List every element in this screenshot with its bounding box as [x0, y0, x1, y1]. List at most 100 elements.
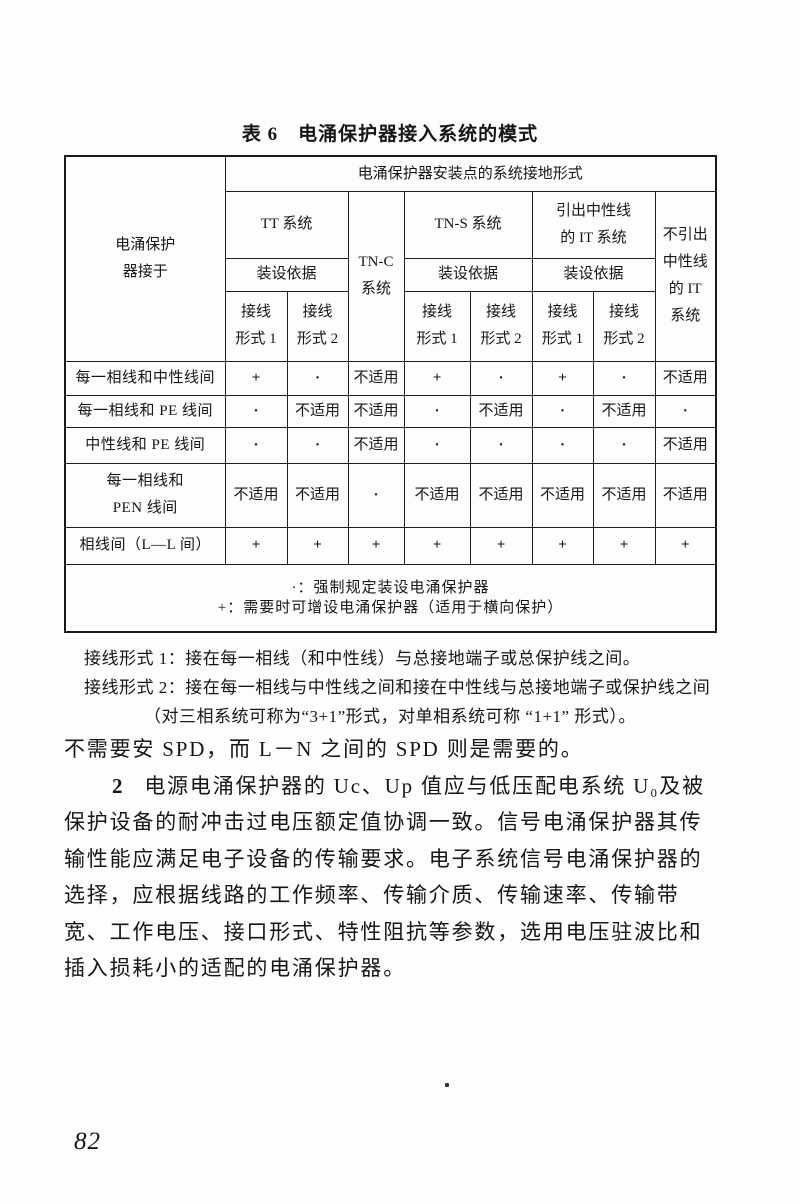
table-cell: 不适用: [531, 462, 594, 528]
scan-dot-artifact: [445, 1083, 449, 1087]
body-line: 输性能应满足电子设备的传输要求。电子系统信号电涌保护器的: [64, 846, 703, 871]
legend-optional: +：需要时可增设电涌保护器（适用于横向保护）: [217, 599, 564, 616]
table-cell: ·: [469, 360, 533, 396]
form-line1: 接线: [485, 304, 516, 320]
table-row: 每一相线和 PEN 线间 不适用 不适用 · 不适用 不适用 不适用 不适用 不…: [64, 462, 717, 528]
table-cell: +: [654, 526, 717, 565]
header-row-forms: 接线 形式 1 接线 形式 2 接线 形式 1 接线 形式 2 接线 形式 1 …: [65, 290, 716, 362]
note-form2: 接线形式 2：接在每一相线与中性线之间和接在中性线与总接地端子或保护线之间: [84, 678, 711, 697]
tnc-line1: TN-C: [358, 254, 394, 270]
table-cell: ·: [286, 360, 349, 396]
form-line1: 接线: [421, 304, 452, 320]
header-row-systems: TT 系统 TN-C 系统 TN-S 系统 引出中性线 的 IT 系统 不引出 …: [65, 190, 717, 362]
it-no-line3: 的 IT: [668, 281, 702, 297]
corner-line2: 器接于: [122, 263, 168, 280]
table-cell: +: [224, 360, 288, 396]
body-line: 选择，应根据线路的工作频率、传输介质、传输速率、传输带: [64, 883, 680, 907]
note-form1: 接线形式 1：接在每一相线（和中性线）与总接地端子或总保护线之间。: [84, 649, 641, 668]
top-span-header: 电涌保护器安装点的系统接地形式: [224, 155, 717, 192]
body-line: 插入损耗小的适配的电涌保护器。: [64, 956, 406, 980]
table-cell: ·: [469, 426, 533, 464]
table-cell: ·: [286, 426, 349, 464]
legend-cell: ·：强制规定装设电涌保护器 +：需要时可增设电涌保护器（适用于横向保护）: [64, 563, 717, 633]
table-row: 相线间（L—L 间） + + + + + + + +: [64, 526, 717, 565]
it-no-line1: 不引出: [662, 227, 708, 243]
table-cell: ·: [592, 360, 656, 396]
form-line1: 接线: [240, 304, 271, 320]
table-cell: +: [592, 526, 656, 565]
body-text: 不需要安 SPD，而 L－N 之间的 SPD 则是需要的。 2 电源电涌保护器的 …: [64, 731, 726, 987]
table-cell: +: [224, 526, 288, 565]
table-cell: ·: [654, 394, 717, 428]
it-no-line2: 中性线: [662, 254, 708, 270]
table-cell: 不适用: [347, 394, 405, 428]
basis-header-tt: 装设依据: [224, 257, 349, 292]
table-cell: +: [403, 360, 471, 396]
tt-system-header: TT 系统: [224, 190, 349, 259]
body-line: 不需要安 SPD，而 L－N 之间的 SPD 则是需要的。: [64, 737, 584, 761]
table-cell: 不适用: [654, 360, 717, 396]
page-number: 82: [74, 1128, 101, 1155]
body-line: 保护设备的耐冲击过电压额定值协调一致。信号电涌保护器其传: [64, 810, 703, 834]
table-cell: 不适用: [469, 462, 533, 528]
table-cell: 不适用: [592, 394, 656, 428]
tns-form2-header: 接线 形式 2: [469, 290, 533, 362]
table-cell: ·: [224, 426, 288, 464]
tt-form1-header: 接线 形式 1: [224, 290, 288, 362]
table-cell: +: [531, 526, 594, 565]
table-cell: 不适用: [654, 426, 717, 464]
it-out-line1: 引出中性线: [555, 202, 631, 219]
table-cell: 不适用: [286, 394, 349, 428]
table-cell: ·: [531, 426, 594, 464]
tnc-system-header: TN-C 系统: [347, 190, 405, 362]
table-cell: 不适用: [347, 360, 405, 396]
form1-line2: 形式 1: [235, 331, 277, 347]
table-row: 每一相线和中性线间 + · 不适用 + · + · 不适用: [64, 360, 717, 396]
table-cell: ·: [592, 426, 656, 464]
it-with-neutral-header: 引出中性线 的 IT 系统: [531, 190, 656, 259]
legend-mandatory: ·：强制规定装设电涌保护器: [291, 579, 490, 596]
tns-system-header: TN-S 系统: [403, 190, 533, 259]
table-row: 每一相线和 PE 线间 · 不适用 不适用 · 不适用 · 不适用 ·: [64, 394, 717, 428]
table-cell: ·: [531, 394, 594, 428]
it-out-line2: 的 IT 系统: [560, 229, 627, 246]
form-line1: 接线: [302, 304, 333, 320]
it-form2-header: 接线 形式 2: [592, 290, 656, 362]
it-no-neutral-header: 不引出 中性线 的 IT 系统: [654, 190, 717, 362]
body-line: 宽、工作电压、接口形式、特性阻抗等参数，选用电压驻波比和: [64, 919, 703, 944]
tt-form2-header: 接线 形式 2: [286, 290, 349, 362]
body-item-start: 2 电源电涌保护器的 Uc、Up 值应与低压配电系统 U₀及被: [64, 768, 726, 805]
row-label: 每一相线和中性线间: [64, 360, 226, 396]
basis-header-it: 装设依据: [531, 257, 656, 292]
table-cell: +: [531, 360, 594, 396]
row-label: 相线间（L—L 间）: [64, 526, 226, 565]
item-number: 2: [112, 773, 125, 798]
corner-line1: 电涌保护: [115, 236, 176, 253]
table-row: 中性线和 PE 线间 · · 不适用 · · · · 不适用: [64, 426, 717, 464]
table-title: 表 6 电涌保护器接入系统的模式: [241, 124, 539, 145]
table-cell: 不适用: [347, 426, 405, 464]
table-cell: +: [469, 526, 533, 565]
tns-form1-header: 接线 形式 1: [403, 290, 471, 362]
legend-row: ·：强制规定装设电涌保护器 +：需要时可增设电涌保护器（适用于横向保护）: [64, 563, 717, 633]
body-line: 电源电涌保护器的 Uc、Up 值应与低压配电系统 U₀及被: [144, 773, 705, 798]
form2-line2: 形式 2: [480, 331, 522, 347]
table-cell: +: [347, 526, 405, 565]
form1-line2: 形式 1: [541, 331, 584, 347]
corner-header-cell: 电涌保护 器接于: [64, 155, 226, 362]
table-cell: ·: [347, 462, 405, 528]
row-label: 中性线和 PE 线间: [64, 426, 226, 464]
form2-line2: 形式 2: [603, 331, 645, 347]
table-cell: 不适用: [224, 462, 288, 528]
row-label: 每一相线和 PE 线间: [64, 394, 226, 428]
table-cell: 不适用: [592, 462, 656, 528]
row-label: 每一相线和 PEN 线间: [64, 462, 226, 528]
it-form1-header: 接线 形式 1: [531, 290, 594, 362]
table-cell: ·: [403, 394, 471, 428]
table-cell: 不适用: [286, 462, 349, 528]
table-cell: +: [403, 526, 471, 565]
surge-protector-modes-table: 电涌保护 器接于 电涌保护器安装点的系统接地形式 TT 系统 TN-C 系统 T…: [64, 155, 717, 633]
form-line1: 接线: [608, 304, 639, 320]
tnc-line2: 系统: [360, 281, 391, 297]
